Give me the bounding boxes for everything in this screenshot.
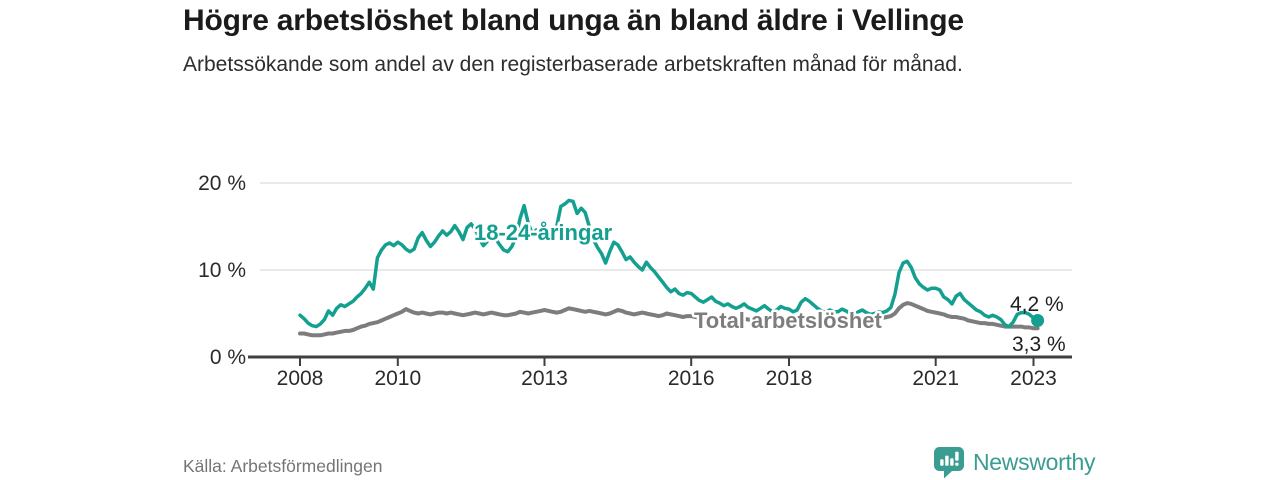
data-series — [298, 198, 1040, 338]
chart-header: Högre arbetslöshet bland unga än bland ä… — [183, 2, 1043, 79]
total-line-label: Total arbetslöshet — [694, 308, 883, 333]
x-tick-label: 2008 — [277, 367, 324, 390]
total-series-line — [298, 301, 1040, 338]
x-tick-label: 2021 — [912, 367, 959, 390]
x-tick-label: 2013 — [521, 367, 568, 390]
young-series-end-dot — [1031, 314, 1045, 327]
y-tick-label: 20 % — [198, 172, 246, 195]
x-tick-label: 2023 — [1010, 367, 1057, 390]
young-series-line — [298, 198, 1040, 329]
y-tick-label: 0 % — [210, 346, 246, 369]
y-tick-label: 10 % — [198, 259, 246, 282]
young-end-value-label: 4,2 % — [1010, 293, 1064, 316]
newsworthy-logo-text: Newsworthy — [973, 449, 1096, 475]
chart-title: Högre arbetslöshet bland unga än bland ä… — [183, 4, 964, 37]
newsworthy-logo-icon — [934, 447, 964, 479]
newsworthy-logo: Newsworthy — [933, 446, 1096, 479]
x-axis: 2008 2010 2013 2016 2018 2021 2023 — [248, 355, 1072, 390]
young-line-label: 18-24-åringar — [474, 220, 613, 245]
x-tick-label: 2016 — [668, 367, 715, 390]
total-end-value-label: 3,3 % — [1012, 333, 1066, 356]
chart-subtitle: Arbetssökande som andel av den registerb… — [183, 53, 963, 76]
x-tick-label: 2018 — [766, 367, 813, 390]
gridlines: 0 % 10 % 20 % — [198, 172, 1072, 369]
source-credit: Källa: Arbetsförmedlingen — [183, 456, 383, 476]
x-tick-label: 2010 — [374, 367, 421, 390]
